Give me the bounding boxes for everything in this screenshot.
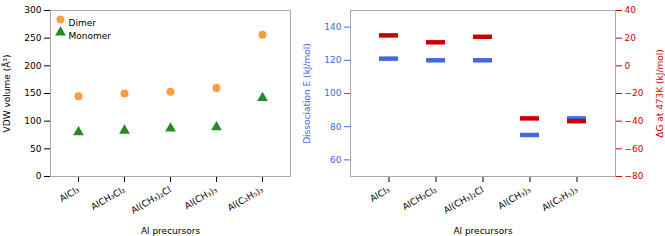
svg-text:−20: −20: [625, 88, 644, 98]
svg-text:Al(CH₃)₃: Al(CH₃)₃: [496, 184, 532, 211]
svg-text:Monomer: Monomer: [69, 31, 112, 41]
svg-text:−60: −60: [625, 144, 644, 154]
svg-text:Al(CH₃)₂Cl: Al(CH₃)₂Cl: [442, 185, 486, 216]
svg-text:VDW volume (Å³): VDW volume (Å³): [1, 55, 12, 133]
svg-text:AlCH₃Cl₂: AlCH₃Cl₂: [89, 184, 127, 212]
svg-text:Dissociation E (kJ/mol): Dissociation E (kJ/mol): [302, 43, 312, 144]
svg-text:60: 60: [330, 155, 342, 165]
svg-text:ΔG at 473K (kJ/mol): ΔG at 473K (kJ/mol): [655, 49, 665, 138]
svg-text:Al(CH₃)₃: Al(CH₃)₃: [183, 184, 219, 211]
svg-text:20: 20: [625, 33, 637, 43]
svg-text:−40: −40: [625, 116, 644, 126]
svg-text:AlCl₃: AlCl₃: [368, 184, 392, 203]
svg-text:100: 100: [324, 88, 341, 98]
svg-text:150: 150: [24, 88, 41, 98]
svg-text:250: 250: [24, 33, 41, 43]
svg-text:300: 300: [24, 5, 41, 15]
svg-text:AlCH₃Cl₂: AlCH₃Cl₂: [401, 184, 439, 212]
svg-text:−80: −80: [625, 171, 644, 181]
svg-text:Al precursors: Al precursors: [453, 226, 513, 236]
svg-text:50: 50: [30, 144, 42, 154]
svg-text:AlCl₃: AlCl₃: [58, 184, 82, 203]
svg-text:40: 40: [625, 5, 637, 15]
svg-text:80: 80: [330, 122, 342, 132]
svg-text:Al precursors: Al precursors: [141, 226, 201, 236]
svg-text:Al(C₂H₅)₃: Al(C₂H₅)₃: [540, 184, 580, 213]
svg-text:0: 0: [625, 61, 631, 71]
svg-text:200: 200: [24, 61, 41, 71]
svg-text:Al(C₂H₅)₃: Al(C₂H₅)₃: [226, 184, 266, 213]
svg-text:Al(CH₃)₂Cl: Al(CH₃)₂Cl: [129, 185, 173, 216]
svg-text:0: 0: [36, 171, 42, 181]
svg-text:140: 140: [324, 22, 341, 32]
svg-text:Dimer: Dimer: [69, 18, 97, 28]
svg-text:100: 100: [24, 116, 41, 126]
svg-text:120: 120: [324, 55, 341, 65]
